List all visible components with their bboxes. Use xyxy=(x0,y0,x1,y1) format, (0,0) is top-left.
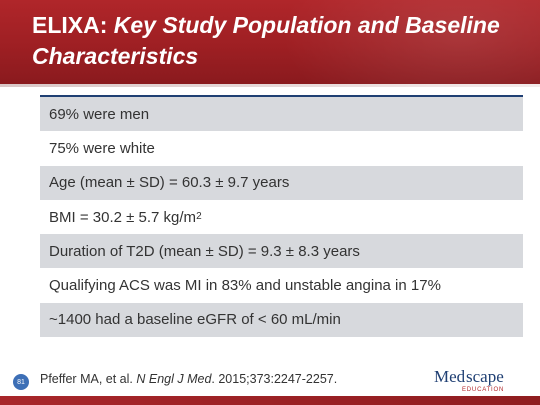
logo-subtitle: EDUCATION xyxy=(462,387,504,393)
table-row: Qualifying ACS was MI in 83% and unstabl… xyxy=(40,268,523,303)
slide-title-rest: Key Study Population and Baseline Charac… xyxy=(32,12,500,69)
title-banner: ELIXA: Key Study Population and Baseline… xyxy=(0,0,540,84)
medscape-education-logo: Med scape EDUCATION xyxy=(434,367,504,393)
row-text: BMI = 30.2 ± 5.7 kg/m xyxy=(49,208,197,226)
row-text: Duration of T2D (mean ± SD) = 9.3 ± 8.3 … xyxy=(49,242,360,260)
row-text: Qualifying ACS was MI in 83% and unstabl… xyxy=(49,277,441,295)
characteristics-table: 69% were men 75% were white Age (mean ± … xyxy=(40,95,523,338)
slide-title-lead: ELIXA: xyxy=(32,12,108,38)
table-row: ~1400 had a baseline eGFR of < 60 mL/min xyxy=(40,302,523,338)
logo-med: Med xyxy=(434,367,466,386)
table-row: Age (mean ± SD) = 60.3 ± 9.7 years xyxy=(40,165,523,200)
bottom-bar xyxy=(0,396,540,405)
table-row: 69% were men xyxy=(40,97,523,132)
row-text: 69% were men xyxy=(49,105,150,123)
table-row: Duration of T2D (mean ± SD) = 9.3 ± 8.3 … xyxy=(40,234,523,269)
header-divider xyxy=(0,84,540,87)
row-text: 75% were white xyxy=(49,139,155,157)
logo-scape: scape xyxy=(466,367,504,386)
slide-title: ELIXA: Key Study Population and Baseline… xyxy=(32,10,512,72)
citation: Pfeffer MA, et al. N Engl J Med. 2015;37… xyxy=(40,372,337,386)
row-text: Age (mean ± SD) = 60.3 ± 9.7 years xyxy=(49,174,290,192)
slide-number-badge: 81 xyxy=(13,374,29,390)
row-text: ~1400 had a baseline eGFR of < 60 mL/min xyxy=(49,311,341,329)
citation-journal: N Engl J Med xyxy=(136,372,212,386)
table-row: 75% were white xyxy=(40,131,523,166)
citation-details: . 2015;373:2247-2257. xyxy=(211,372,338,386)
citation-authors: Pfeffer MA, et al. xyxy=(40,372,133,386)
table-row: BMI = 30.2 ± 5.7 kg/m 2 xyxy=(40,199,523,235)
slide-footer: 81 Pfeffer MA, et al. N Engl J Med. 2015… xyxy=(0,366,540,405)
